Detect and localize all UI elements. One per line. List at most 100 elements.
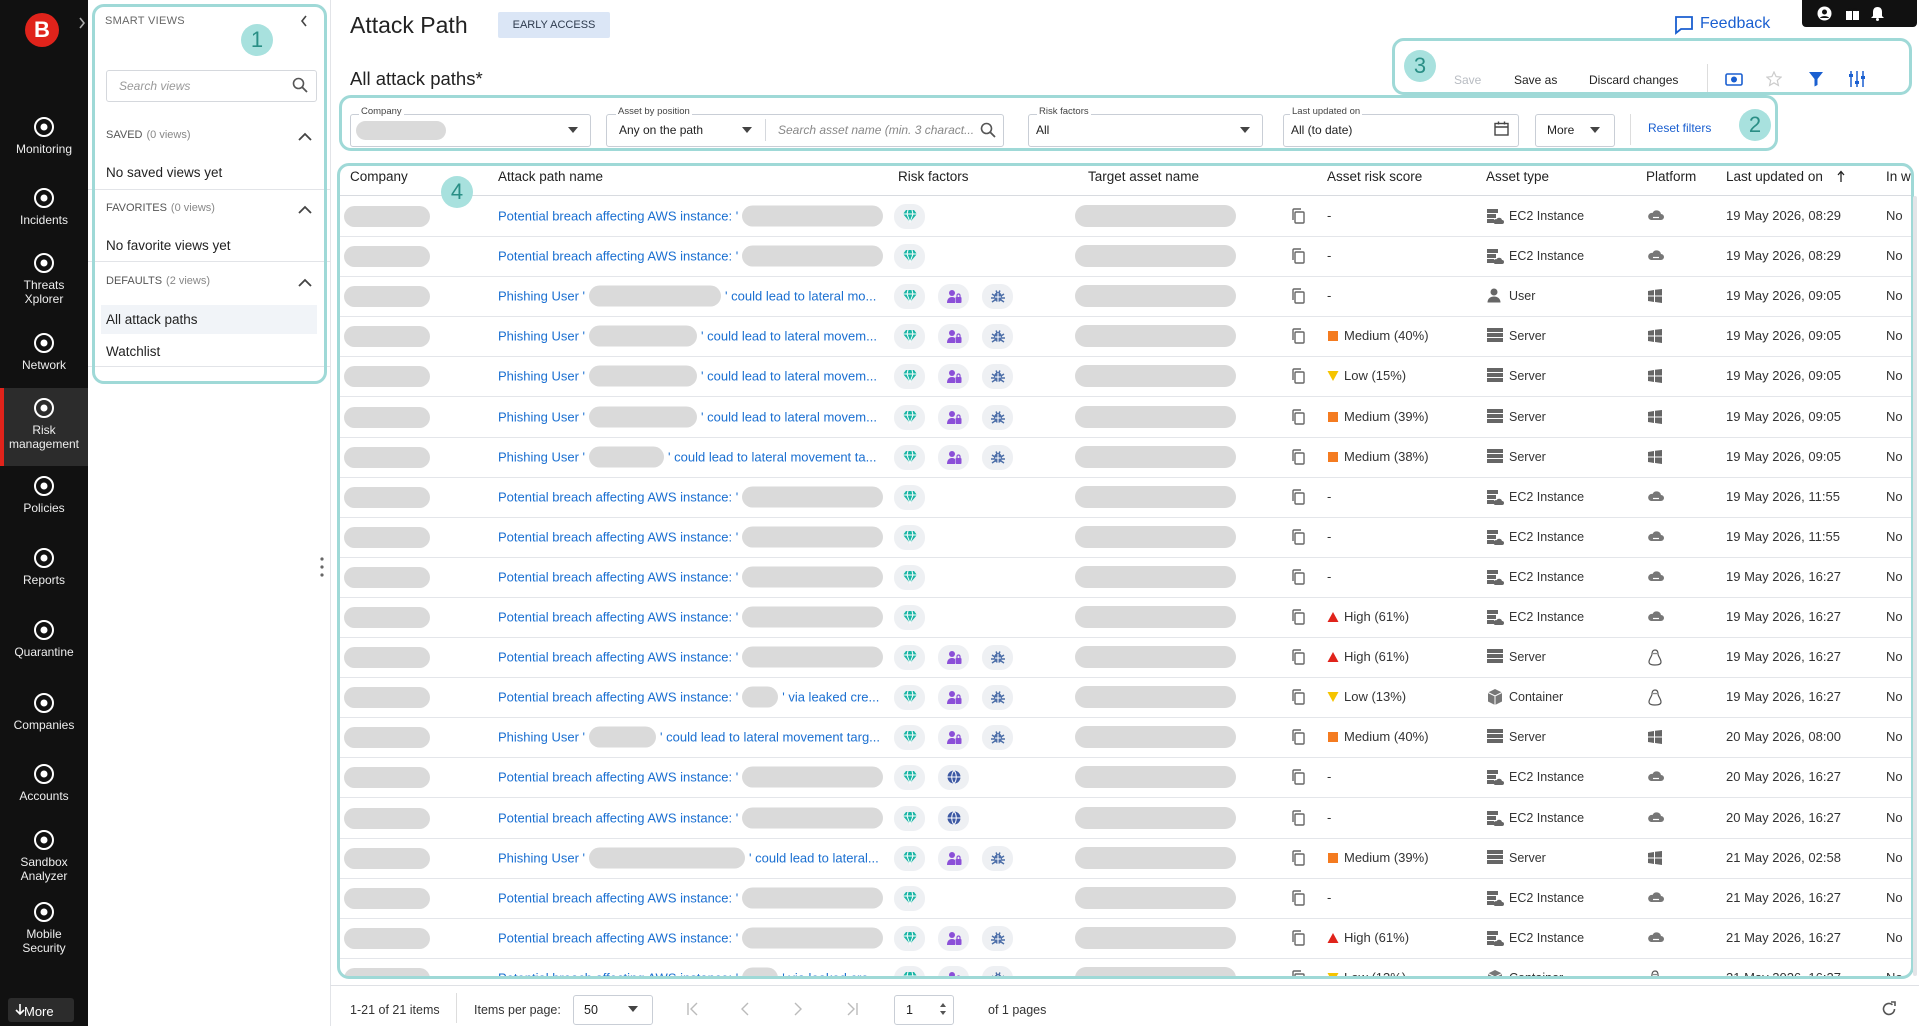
nav-icon[interactable] xyxy=(33,187,55,209)
section-collapse[interactable] xyxy=(298,278,312,287)
name-text[interactable]: Potential breach affecting AWS instance:… xyxy=(498,930,739,946)
columns-icon[interactable] xyxy=(1848,70,1866,88)
nav-icon[interactable] xyxy=(33,829,55,851)
table-row[interactable]: Potential breach affecting AWS instance:… xyxy=(339,798,1911,839)
column-header[interactable]: Attack path name xyxy=(498,169,604,184)
view-action[interactable]: Save as xyxy=(1514,73,1558,87)
column-header[interactable]: Last updated on xyxy=(1726,169,1823,184)
table-row[interactable]: Potential breach affecting AWS instance:… xyxy=(339,477,1911,518)
reset-filters[interactable]: Reset filters xyxy=(1648,121,1712,135)
nav-label[interactable]: Monitoring xyxy=(15,142,73,156)
copy-icon[interactable] xyxy=(1290,528,1306,546)
name-text[interactable]: Potential breach affecting AWS instance:… xyxy=(498,810,739,825)
risk-factor[interactable] xyxy=(938,925,969,951)
account-icon[interactable] xyxy=(1817,6,1832,21)
risk-factor[interactable] xyxy=(894,845,925,871)
risk-factor[interactable] xyxy=(894,364,925,390)
page-nav[interactable] xyxy=(791,1002,805,1016)
name-text[interactable]: Potential breach affecting AWS instance:… xyxy=(498,649,739,665)
nav-label[interactable]: Threats Xplorer xyxy=(23,278,65,306)
table-row[interactable]: Potential breach affecting AWS instance:… xyxy=(339,878,1911,919)
risk-factor[interactable] xyxy=(982,444,1013,470)
column-header[interactable]: Platform xyxy=(1646,169,1697,184)
name-text[interactable]: ' could lead to lateral movem... xyxy=(701,328,877,344)
attack-path-name[interactable]: Potential breach affecting AWS instance:… xyxy=(498,686,880,708)
panel-resizer[interactable] xyxy=(320,556,324,578)
copy-icon[interactable] xyxy=(1290,247,1306,265)
column-header[interactable]: Target asset name xyxy=(1088,169,1200,184)
name-text[interactable]: Potential breach affecting AWS instance:… xyxy=(498,890,739,906)
copy-icon[interactable] xyxy=(1290,207,1306,225)
name-text[interactable]: ' via leaked cre... xyxy=(782,689,880,705)
nav-label[interactable]: Companies xyxy=(13,718,75,732)
asset-position-filter[interactable] xyxy=(606,114,1004,147)
page-stepper[interactable] xyxy=(939,1001,947,1017)
risk-factor[interactable] xyxy=(894,324,925,350)
table-row[interactable]: Phishing User ' ' could lead to lateral m… xyxy=(339,397,1911,438)
nav-icon[interactable] xyxy=(33,397,55,419)
risk-factor[interactable] xyxy=(894,524,925,550)
name-text[interactable]: Phishing User ' xyxy=(498,288,586,304)
nav-icon[interactable] xyxy=(33,547,55,569)
risk-factor[interactable] xyxy=(982,725,1013,751)
risk-factor[interactable] xyxy=(938,845,969,871)
name-text[interactable]: Potential breach affecting AWS instance:… xyxy=(498,489,739,505)
table-row[interactable]: Phishing User ' ' could lead to lateral m… xyxy=(339,356,1911,398)
name-text[interactable]: Potential breach affecting AWS instance:… xyxy=(498,208,739,224)
name-text[interactable]: ' could lead to lateral movem... xyxy=(701,368,877,384)
last-updated-filter[interactable] xyxy=(1283,114,1519,147)
risk-factor[interactable] xyxy=(938,444,969,470)
more-filters[interactable] xyxy=(1535,114,1615,147)
favorite-icon[interactable] xyxy=(1766,71,1782,87)
risk-factors-filter[interactable] xyxy=(1028,114,1263,147)
nav-icon[interactable] xyxy=(33,692,55,714)
feedback-link[interactable]: Feedback xyxy=(1700,15,1771,32)
name-text[interactable]: ' could lead to lateral... xyxy=(749,850,879,866)
column-header[interactable]: Asset risk score xyxy=(1327,169,1423,184)
page-nav[interactable] xyxy=(738,1002,752,1016)
risk-factor[interactable] xyxy=(894,605,925,630)
table-row[interactable]: Potential breach affecting AWS instance:… xyxy=(339,757,1911,799)
search-views[interactable] xyxy=(106,70,317,102)
risk-factor[interactable] xyxy=(894,765,925,791)
name-text[interactable]: Phishing User ' xyxy=(498,850,586,866)
section-collapse[interactable] xyxy=(298,132,312,141)
nav-icon[interactable] xyxy=(33,619,55,641)
view-item[interactable]: Watchlist xyxy=(106,344,161,359)
section-collapse[interactable] xyxy=(298,205,312,214)
asset-search-icon[interactable] xyxy=(980,122,996,138)
attack-path-name[interactable]: Potential breach affecting AWS instance:… xyxy=(498,566,887,588)
sort-arrow[interactable] xyxy=(1837,170,1845,182)
attack-path-name[interactable]: Phishing User ' ' could lead to lateral m… xyxy=(498,285,876,307)
table-row[interactable]: Phishing User ' ' could lead to lateral m… xyxy=(339,717,1911,759)
copy-icon[interactable] xyxy=(1290,728,1306,746)
nav-icon[interactable] xyxy=(33,475,55,497)
name-text[interactable]: Phishing User ' xyxy=(498,729,586,745)
name-text[interactable]: Potential breach affecting AWS instance:… xyxy=(498,769,739,785)
more-label[interactable]: More xyxy=(24,1004,54,1019)
logo[interactable]: B xyxy=(25,13,59,47)
table-row[interactable]: Potential breach affecting AWS instance:… xyxy=(339,677,1911,719)
nav-label[interactable]: Network xyxy=(21,358,66,372)
nav-label[interactable]: Quarantine xyxy=(14,645,74,659)
table-row[interactable]: Potential breach affecting AWS instance:… xyxy=(339,637,1911,679)
name-text[interactable]: ' could lead to lateral movement targ... xyxy=(660,729,881,745)
view-action[interactable]: Save xyxy=(1454,73,1482,87)
feedback-icon[interactable] xyxy=(1674,15,1694,35)
copy-icon[interactable] xyxy=(1290,809,1306,827)
column-header[interactable]: Risk factors xyxy=(898,169,969,184)
nav-icon[interactable] xyxy=(33,763,55,785)
page-nav[interactable] xyxy=(845,1002,859,1016)
name-text[interactable]: Potential breach affecting AWS instance:… xyxy=(498,569,739,585)
risk-factor[interactable] xyxy=(938,284,969,310)
risk-factor[interactable] xyxy=(938,404,969,430)
attack-path-name[interactable]: Potential breach affecting AWS instance:… xyxy=(498,887,887,909)
gift-icon[interactable] xyxy=(1845,6,1860,21)
name-text[interactable]: Phishing User ' xyxy=(498,409,586,424)
table-row[interactable]: Phishing User ' ' could lead to lateral m… xyxy=(339,276,1911,318)
risk-factor[interactable] xyxy=(982,364,1013,390)
expand-chevron[interactable] xyxy=(78,17,86,29)
snapshot-icon[interactable] xyxy=(1725,72,1743,86)
table-row[interactable]: Potential breach affecting AWS instance:… xyxy=(339,517,1911,558)
copy-icon[interactable] xyxy=(1290,648,1306,666)
